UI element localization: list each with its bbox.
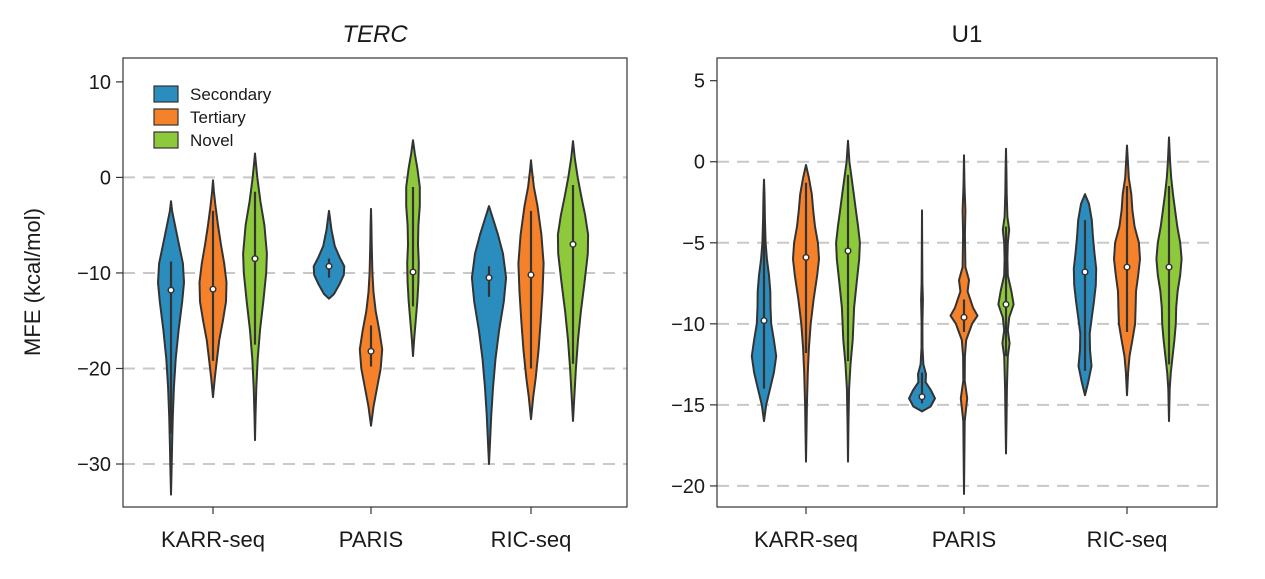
violin-tertiary-karr-seq [198, 179, 228, 399]
violin-median-point [485, 274, 493, 282]
violin-median-point [918, 393, 926, 401]
violin-median-point [1002, 300, 1010, 308]
violin-novel-paris [997, 147, 1015, 455]
legend-swatch-tertiary [153, 108, 179, 126]
violin-tertiary-paris [949, 154, 979, 495]
legend-label-novel: Novel [190, 131, 233, 150]
legend-swatch-novel [153, 131, 179, 149]
violin-tertiary-ric-seq [517, 159, 545, 421]
violin-median-point [960, 313, 968, 321]
violin-tertiary-paris [358, 207, 384, 427]
violin-median-point [1081, 268, 1089, 276]
violin-novel-ric-seq [556, 140, 590, 422]
x-category-label-ric-seq: RIC-seq [1087, 527, 1168, 552]
x-category-labels: KARR-seq PARIS RIC-seq [161, 507, 571, 552]
violin-novel-karr-seq [242, 152, 268, 442]
y-tick-label: 5 [694, 71, 705, 93]
violin-secondary-paris [908, 209, 936, 413]
violin-median-point [527, 271, 535, 279]
violin-tertiary-karr-seq [792, 164, 820, 463]
violin-secondary-ric-seq [470, 205, 508, 465]
legend: Secondary Tertiary Novel [153, 85, 272, 150]
x-category-label-karr-seq: KARR-seq [161, 527, 265, 552]
y-tick-label: −15 [671, 395, 705, 417]
x-category-labels: KARR-seq PARIS RIC-seq [754, 507, 1167, 552]
violin-median-point [409, 268, 417, 276]
x-category-label-ric-seq: RIC-seq [491, 527, 572, 552]
panel-terc: TERC MFE (kcal/mol) 10 0 −10 −20 −30 KARR-se… [20, 21, 628, 552]
violin-tertiary-ric-seq [1113, 144, 1141, 397]
violin-median-point [760, 317, 768, 325]
violin-body [312, 209, 346, 300]
plot-frame [716, 57, 1218, 508]
violin-median-point [844, 247, 852, 255]
y-tick-label: 10 [89, 72, 111, 94]
x-category-label-karr-seq: KARR-seq [754, 527, 858, 552]
violin-median-point [325, 262, 333, 270]
y-tick-label: −10 [77, 263, 111, 285]
violin-median-point [209, 285, 217, 293]
violin-body [358, 207, 384, 427]
y-tick-label: 0 [100, 167, 111, 189]
violin-secondary-paris [312, 209, 346, 300]
violin-median-point [569, 240, 577, 248]
legend-label-tertiary: Tertiary [190, 108, 246, 127]
x-category-label-paris: PARIS [932, 527, 996, 552]
panel-title-terc: TERC [342, 21, 408, 48]
violin-novel-ric-seq [1155, 136, 1183, 423]
plot-frame [122, 57, 628, 508]
violin-median-point [367, 347, 375, 355]
y-tick-label: 0 [694, 152, 705, 174]
violin-median-point [1123, 263, 1131, 271]
violins [157, 139, 590, 496]
violin-secondary-karr-seq [157, 200, 185, 496]
y-tick-label: −20 [671, 476, 705, 498]
legend-label-secondary: Secondary [190, 85, 272, 104]
violin-secondary-ric-seq [1072, 193, 1098, 397]
violin-body [908, 209, 936, 413]
x-category-label-paris: PARIS [339, 527, 403, 552]
y-tick-label: −5 [682, 233, 705, 255]
legend-swatch-secondary [153, 85, 179, 103]
violin-median-point [802, 253, 810, 261]
violin-median-point [167, 286, 175, 294]
panel-title-u1: U1 [952, 21, 983, 48]
y-tick-label: −10 [671, 314, 705, 336]
y-ticks: 5 0 −5 −10 −15 −20 [671, 71, 717, 498]
violin-novel-paris [405, 139, 421, 358]
violin-median-point [1165, 263, 1173, 271]
violin-median-point [251, 255, 259, 263]
y-axis-label: MFE (kcal/mol) [20, 208, 45, 356]
violin-body [470, 205, 508, 465]
y-tick-label: −20 [77, 358, 111, 380]
y-tick-label: −30 [77, 454, 111, 476]
violin-secondary-karr-seq [750, 178, 778, 423]
violins [750, 136, 1183, 495]
violin-novel-karr-seq [835, 139, 861, 463]
y-ticks: 10 0 −10 −20 −30 [77, 72, 123, 476]
panel-u1: U1 5 0 −5 −10 −15 −20 KARR-seq PARIS RIC-seq [671, 21, 1218, 552]
